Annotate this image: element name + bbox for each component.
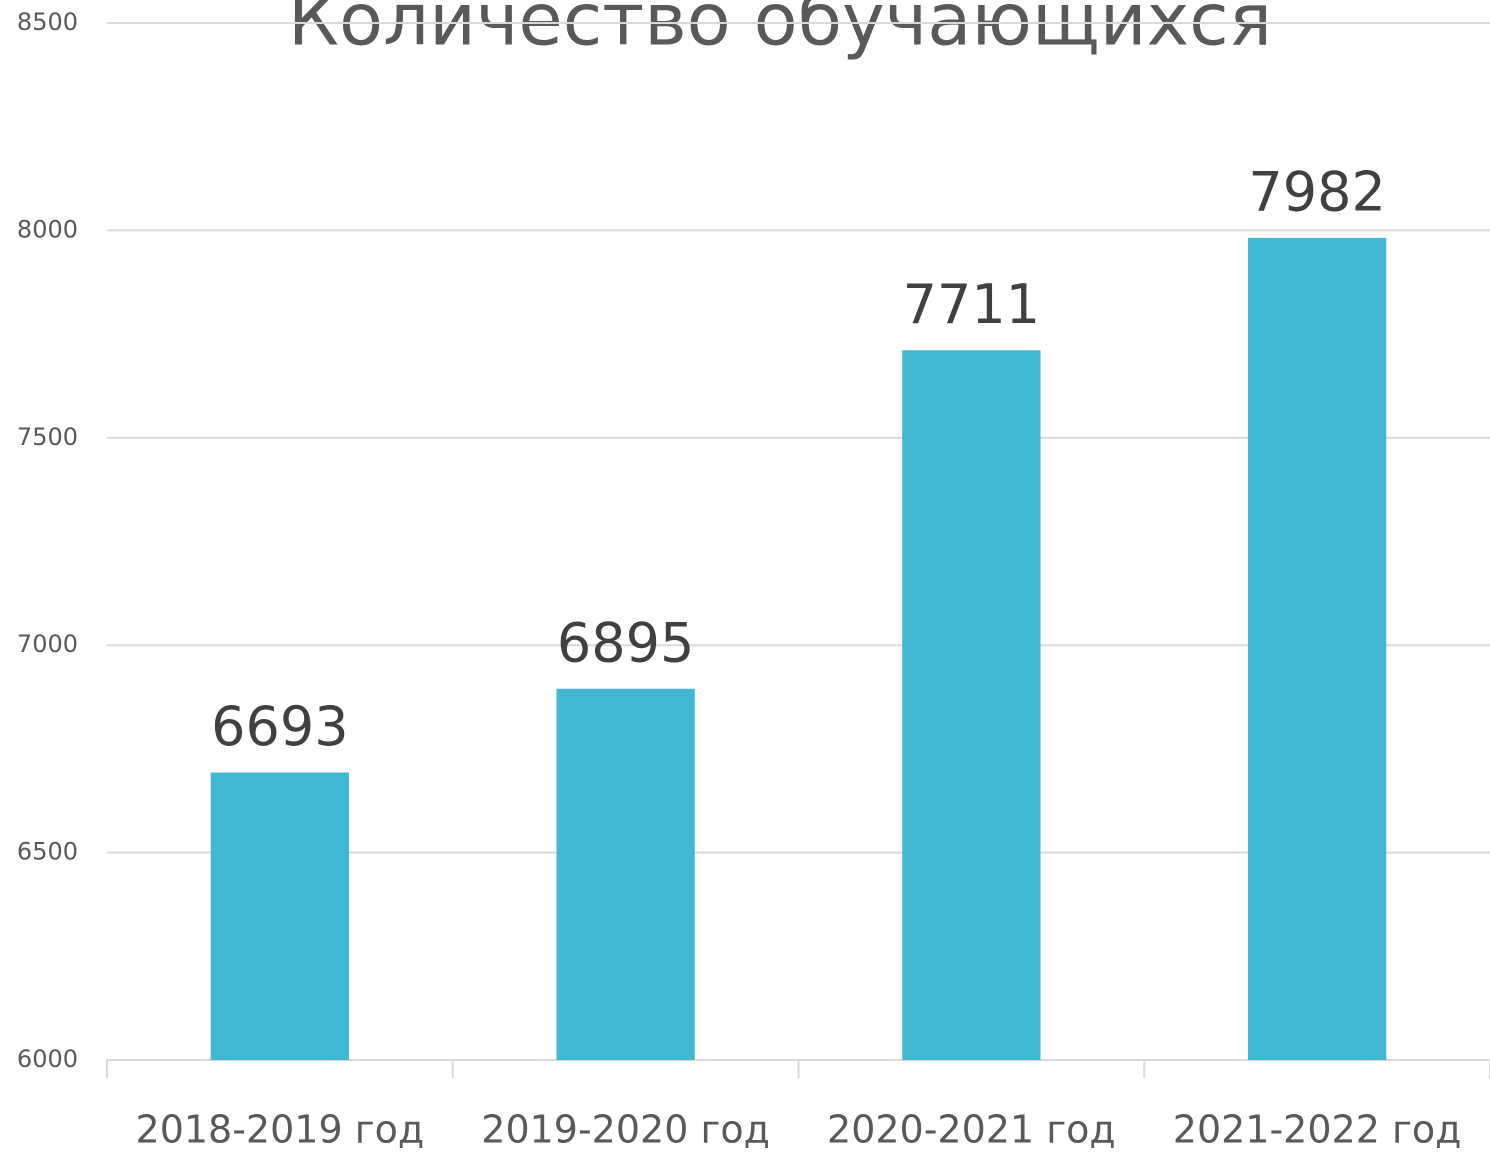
y-tick-label: 6500 [17, 838, 78, 866]
y-tick-label: 7500 [17, 423, 78, 451]
bar [1247, 237, 1387, 1060]
data-label: 7982 [1248, 161, 1385, 224]
bar [210, 772, 350, 1060]
data-label: 6895 [557, 611, 694, 674]
data-label: 6693 [211, 695, 348, 758]
y-tick-label: 6000 [17, 1045, 78, 1073]
y-tick-label: 7000 [17, 630, 78, 658]
data-label: 7711 [903, 273, 1040, 336]
x-tick-label: 2021-2022 год [1173, 1108, 1462, 1152]
y-tick-label: 8500 [17, 8, 78, 36]
y-tick-label: 8000 [17, 215, 78, 243]
bar [556, 688, 695, 1060]
x-tick-label: 2019-2020 год [481, 1108, 770, 1152]
x-tick-label: 2020-2021 год [827, 1108, 1116, 1152]
chart-title: Количество обучающихся [288, 0, 1272, 62]
bar [902, 350, 1041, 1060]
x-tick-label: 2018-2019 год [136, 1108, 425, 1152]
